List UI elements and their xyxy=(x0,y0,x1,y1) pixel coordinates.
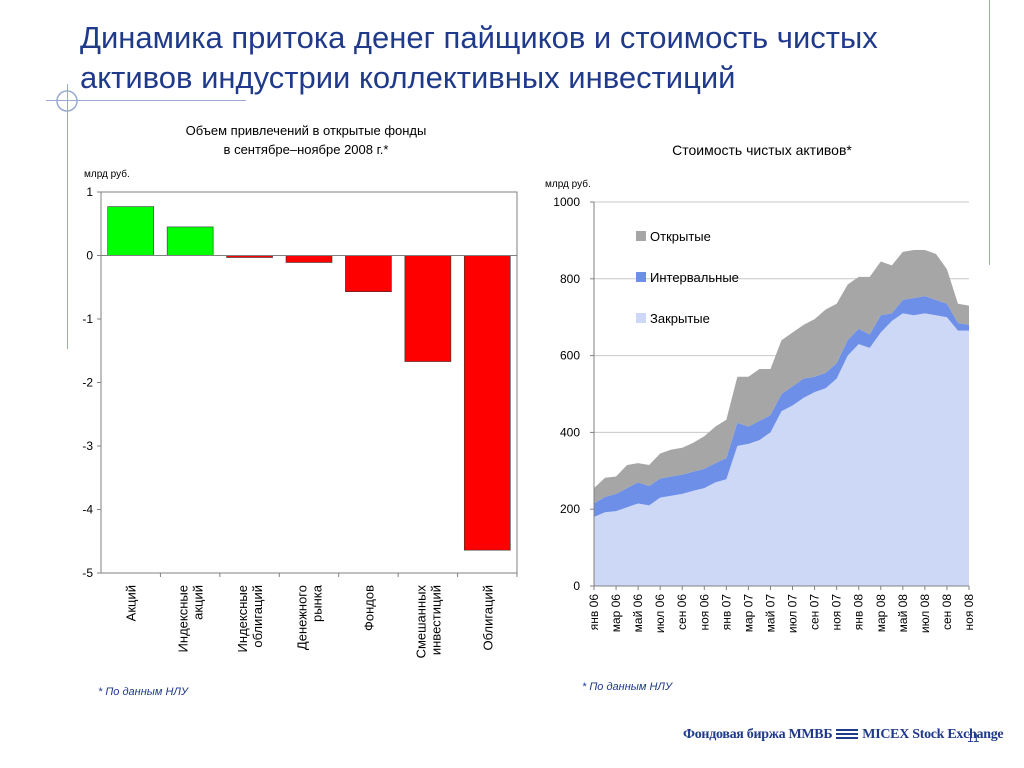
brand-logo: Фондовая биржа ММВБ MICEX Stock Exchange xyxy=(683,727,1004,743)
legend-label: Интервальные xyxy=(650,270,739,285)
area-x-tick-label: сен 07 xyxy=(808,594,822,630)
decor-right-line xyxy=(989,0,990,265)
area-x-tick-label: май 06 xyxy=(631,594,645,633)
decor-circle xyxy=(56,90,78,112)
bar-y-tick-label: 1 xyxy=(86,185,93,199)
area-chart-unit-label: млрд руб. xyxy=(545,178,591,190)
area-chart-title: Стоимость чистых активов* xyxy=(672,142,852,158)
footnote-left: * По данным НЛУ xyxy=(98,686,188,698)
legend-swatch-1 xyxy=(636,313,646,323)
area-x-tick-label: ноя 08 xyxy=(962,594,976,631)
area-series-2 xyxy=(594,296,969,517)
area-x-tick-label: июл 08 xyxy=(918,594,932,633)
bar-1 xyxy=(107,206,155,256)
bar-category-label: акций xyxy=(191,585,206,620)
area-x-tick-label: мар 07 xyxy=(741,594,755,633)
area-x-tick-label: янв 07 xyxy=(719,594,733,631)
bar-category-label: Фондов xyxy=(361,585,376,631)
bar-chart-title-line: Объем привлечений в открытые фонды xyxy=(186,123,427,138)
bar-category-label: Акций xyxy=(124,585,139,621)
net-assets-area-chart: Стоимость чистых активов* млрд руб. 1000 80… xyxy=(545,142,976,633)
area-x-tick-label: янв 06 xyxy=(587,594,601,631)
legend-label: Закрытые xyxy=(650,311,710,326)
area-y-tick-label: 0 xyxy=(573,579,580,593)
bar-category-label: Облигаций xyxy=(480,585,495,650)
bar-y-tick-label: -2 xyxy=(82,376,93,390)
bar-chart-title-line: в сентябре–ноябре 2008 г.* xyxy=(224,142,389,157)
page-title-line-2: активов индустрии коллективных инвестици… xyxy=(80,60,736,95)
bar-category-label: рынка xyxy=(310,584,325,622)
area-y-tick-label: 1000 xyxy=(553,195,580,209)
inflow-bar-chart: Объем привлечений в открытые фонды в сент… xyxy=(82,123,518,659)
area-y-tick-label: 400 xyxy=(560,425,580,439)
decor-top-line xyxy=(46,100,246,101)
bar-category-label: облигаций xyxy=(250,585,265,648)
area-x-tick-label: июл 07 xyxy=(786,594,800,633)
bar-y-tick-label: -1 xyxy=(82,312,93,326)
area-x-tick-label: ноя 06 xyxy=(697,594,711,631)
area-x-tick-label: июл 06 xyxy=(653,594,667,633)
area-y-tick-label: 200 xyxy=(560,502,580,516)
area-x-tick-label: май 07 xyxy=(763,594,777,633)
area-y-tick-label: 600 xyxy=(560,349,580,363)
brand-name-ru: Фондовая биржа ММВБ xyxy=(683,727,833,742)
area-x-tick-label: янв 08 xyxy=(852,594,866,631)
bar-2 xyxy=(166,226,214,256)
area-x-tick-label: мар 06 xyxy=(609,594,623,633)
legend-swatch-2 xyxy=(636,272,646,282)
brand-wave-icon xyxy=(836,728,859,741)
legend-swatch-3 xyxy=(636,231,646,241)
bar-category-label: инвестиций xyxy=(428,585,443,655)
footnote-right: * По данным НЛУ xyxy=(582,681,672,693)
bar-category-label: Денежного xyxy=(295,585,310,650)
area-series-1 xyxy=(594,313,969,586)
decor-left-line xyxy=(67,84,68,349)
bar-y-tick-label: 0 xyxy=(86,249,93,263)
brand-name-en: MICEX Stock Exchange xyxy=(862,727,1004,742)
legend-label: Открытые xyxy=(650,229,711,244)
page-title: Динамика притока денег пайщиков и стоимо… xyxy=(80,18,980,98)
area-y-tick-label: 800 xyxy=(560,272,580,286)
area-x-tick-label: сен 08 xyxy=(940,594,954,630)
bar-7 xyxy=(463,255,511,551)
area-x-tick-label: май 08 xyxy=(896,594,910,633)
bar-category-label: Индексные xyxy=(235,585,250,652)
bar-chart-unit-label: млрд руб. xyxy=(84,168,130,180)
bar-6 xyxy=(404,255,452,362)
area-x-tick-label: ноя 07 xyxy=(830,594,844,631)
area-series-3 xyxy=(594,250,969,504)
page-title-line-1: Динамика притока денег пайщиков и стоимо… xyxy=(80,20,878,55)
area-x-tick-label: мар 08 xyxy=(874,594,888,633)
bar-category-label: Индексные xyxy=(176,585,191,652)
page-number: 11 xyxy=(967,731,980,745)
bar-category-label: Смешанных xyxy=(413,585,428,659)
bar-y-tick-label: -4 xyxy=(82,503,93,517)
bar-y-tick-label: -3 xyxy=(82,439,93,453)
bar-y-tick-label: -5 xyxy=(82,566,93,580)
area-x-tick-label: сен 06 xyxy=(675,594,689,630)
bar-5 xyxy=(345,255,392,292)
